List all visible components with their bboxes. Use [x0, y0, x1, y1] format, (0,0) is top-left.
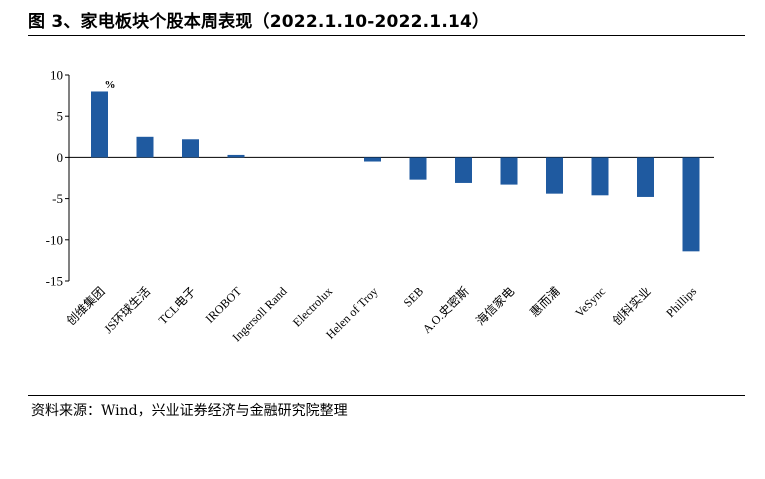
- y-tick-label: 0: [57, 150, 64, 165]
- bar-7: [409, 157, 427, 180]
- bar-9: [500, 157, 518, 185]
- x-tick-label: Phillips: [663, 284, 699, 320]
- x-tick-label: 海信家电: [473, 284, 518, 329]
- bar-10: [546, 157, 563, 194]
- y-tick-label: -15: [46, 274, 63, 289]
- x-tick-label: 创维集团: [63, 284, 108, 329]
- bar-1: [136, 136, 154, 158]
- figure-title: 图 3、家电板块个股本周表现（2022.1.10-2022.1.14）: [28, 12, 490, 32]
- bars: [91, 91, 700, 252]
- bar-0: [91, 91, 108, 158]
- bar-13: [682, 157, 700, 252]
- x-tick-label: A.O.史密斯: [419, 284, 472, 337]
- unit-label: %: [105, 79, 116, 91]
- y-tick-label: -10: [46, 232, 63, 247]
- bar-2: [182, 139, 199, 158]
- y-tick-label: 10: [50, 68, 63, 83]
- y-tick-label: 5: [57, 109, 64, 124]
- x-tick-label: SEB: [401, 284, 426, 309]
- bar-12: [637, 157, 654, 197]
- title-rule: [28, 35, 745, 36]
- bar-11: [591, 157, 609, 196]
- bar-8: [455, 157, 472, 183]
- x-tick-label: JS环球生活: [101, 284, 153, 336]
- x-tick-label: VeSync: [572, 284, 608, 320]
- x-tick-label: TCL电子: [156, 284, 199, 327]
- source-rule: [28, 395, 745, 396]
- x-tick-label: 创科实业: [609, 284, 654, 329]
- bar-6: [364, 157, 381, 162]
- x-tick-label: 惠而浦: [527, 284, 562, 319]
- x-tick-label: IROBOT: [203, 284, 245, 326]
- y-tick-labels: 10 5 0 -5 -10 -15: [46, 68, 63, 289]
- bar-3: [227, 154, 245, 158]
- x-tick-label: Electrolux: [290, 284, 335, 329]
- axes: [65, 74, 714, 282]
- source-note: 资料来源：Wind，兴业证券经济与金融研究院整理: [31, 403, 348, 419]
- y-tick-label: -5: [52, 191, 63, 206]
